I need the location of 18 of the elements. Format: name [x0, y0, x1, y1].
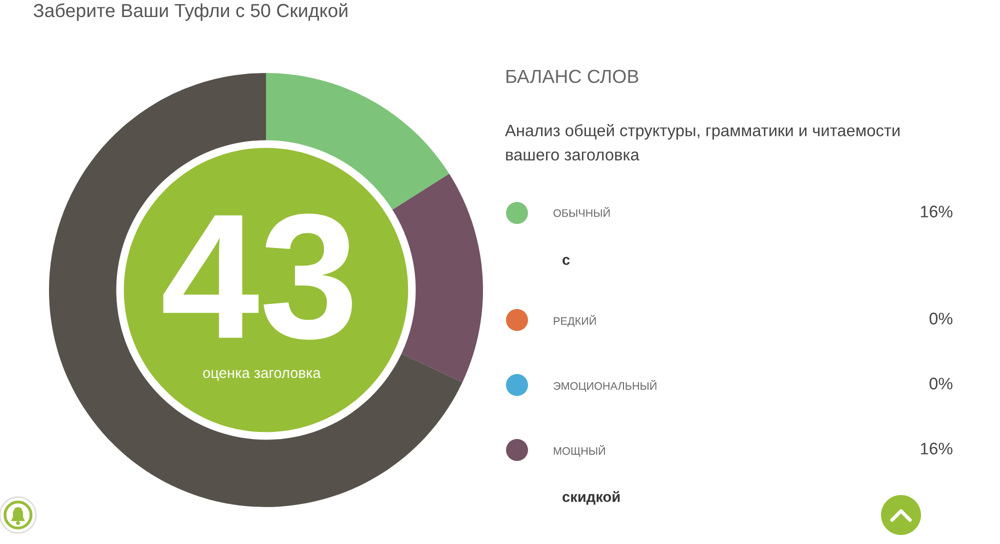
- donut-slice: [392, 174, 483, 382]
- text: оценка заголовка: [203, 370, 321, 381]
- text: Анализ общей структуры, грамматики и читаемости вашего заголовка: [505, 124, 900, 161]
- chart-title: Заберите Ваши Туфли с 50 Скидкой: [34, 3, 348, 21]
- text: 43: [163, 214, 352, 340]
- donut-slice: [49, 73, 462, 507]
- legend-label: ОБЫЧНЫЙ: [554, 207, 610, 217]
- text: 0%: [930, 378, 952, 390]
- text: с: [562, 256, 570, 265]
- donut-slice: [266, 73, 450, 210]
- text: 0%: [930, 312, 952, 324]
- legend-title: БАЛАНС СЛОВ: [506, 70, 638, 84]
- legend-label: ЭМОЦИОНАЛЬНЫЙ: [554, 380, 656, 392]
- text: скидкой: [562, 491, 620, 505]
- data-label: 16%: [920, 442, 952, 454]
- data-label: 16%: [920, 206, 952, 218]
- legend-label: МОЩНЫЙ: [554, 444, 605, 457]
- legend-label: РЕДКИЙ: [554, 314, 596, 327]
